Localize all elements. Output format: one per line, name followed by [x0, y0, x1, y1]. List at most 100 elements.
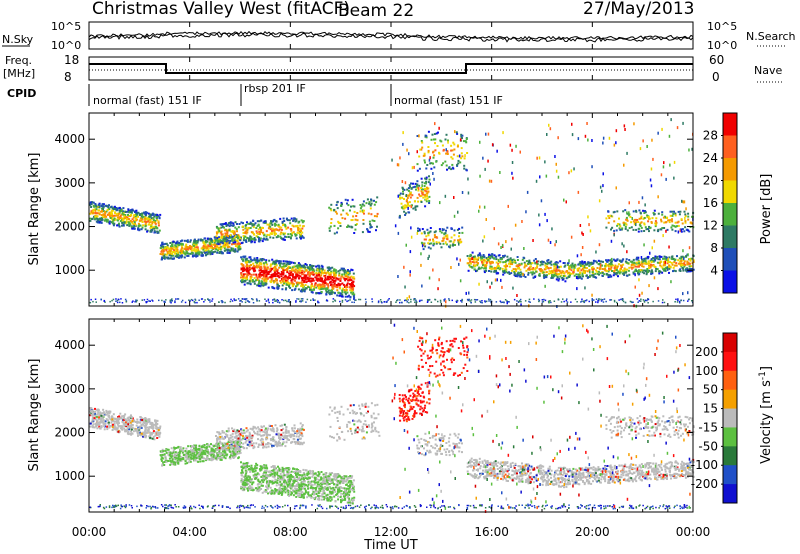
heatmap-cell	[230, 298, 232, 301]
heatmap-cell	[194, 299, 197, 301]
heatmap-cell	[641, 258, 643, 261]
heatmap-cell	[226, 229, 229, 232]
heatmap-cell	[424, 195, 427, 198]
heatmap-cell	[639, 222, 642, 225]
heatmap-cell	[297, 229, 300, 232]
heatmap-cell	[263, 271, 266, 274]
heatmap-cell	[410, 182, 412, 185]
heatmap-cell	[277, 299, 279, 302]
heatmap-cell	[89, 425, 92, 428]
heatmap-cell	[254, 259, 257, 262]
heatmap-cell	[404, 299, 406, 302]
heatmap-cell	[683, 260, 686, 263]
heatmap-cell	[257, 283, 260, 285]
heatmap-cell	[438, 151, 440, 154]
heatmap-cell	[432, 240, 435, 243]
heatmap-cell	[223, 235, 226, 238]
heatmap-cell	[310, 299, 312, 301]
heatmap-cell	[144, 216, 147, 219]
heatmap-cell	[150, 229, 153, 232]
heatmap-cell	[541, 299, 544, 301]
heatmap-cell	[222, 245, 224, 248]
heatmap-cell	[677, 224, 680, 227]
heatmap-cell	[124, 413, 127, 416]
heatmap-cell	[370, 198, 373, 201]
heatmap-cell	[416, 150, 418, 154]
heatmap-cell	[104, 215, 107, 218]
heatmap-cell	[454, 130, 456, 134]
heatmap-cell	[272, 266, 275, 269]
heatmap-cell	[562, 277, 565, 280]
heatmap-cell	[99, 411, 102, 414]
heatmap-cell	[299, 224, 302, 227]
heatmap-cell	[269, 232, 272, 235]
heatmap-cell	[282, 238, 285, 241]
heatmap-cell	[211, 298, 214, 300]
heatmap-cell	[223, 249, 226, 252]
heatmap-cell	[89, 201, 92, 204]
heatmap-cell	[573, 167, 575, 171]
heatmap-cell	[609, 214, 612, 217]
heatmap-cell	[643, 217, 646, 219]
heatmap-cell	[331, 286, 334, 289]
heatmap-cell	[211, 252, 214, 255]
heatmap-cell	[174, 301, 176, 304]
heatmap-cell	[406, 297, 408, 301]
heatmap-cell	[120, 298, 122, 300]
heatmap-cell	[356, 212, 359, 214]
heatmap-cell	[638, 265, 641, 268]
heatmap-cell	[679, 270, 682, 272]
heatmap-cell	[652, 257, 655, 259]
heatmap-cell	[488, 298, 490, 300]
heatmap-cell	[446, 150, 449, 153]
heatmap-cell	[544, 212, 546, 216]
heatmap-cell	[599, 185, 602, 189]
heatmap-cell	[91, 411, 94, 413]
heatmap-cell	[98, 414, 101, 417]
heatmap-cell	[429, 247, 432, 250]
heatmap-cell	[302, 289, 305, 292]
heatmap-cell	[338, 294, 341, 297]
heatmap-cell	[124, 217, 127, 220]
heatmap-cell	[302, 298, 304, 300]
heatmap-cell	[225, 233, 228, 236]
heatmap-cell	[632, 210, 635, 213]
heatmap-cell	[256, 277, 259, 280]
heatmap-cell	[616, 258, 619, 261]
heatmap-cell	[418, 184, 421, 187]
heatmap-cell	[648, 267, 650, 269]
heatmap-cell	[325, 287, 328, 290]
heatmap-cell	[176, 240, 179, 243]
heatmap-cell	[428, 276, 431, 280]
heatmap-cell	[89, 301, 92, 304]
heatmap-cell	[270, 233, 273, 235]
heatmap-cell	[528, 267, 530, 270]
heatmap-cell	[531, 273, 534, 276]
heatmap-cell	[123, 222, 126, 225]
heatmap-cell	[688, 298, 690, 300]
heatmap-cell	[628, 227, 631, 229]
heatmap-cell	[206, 237, 209, 240]
heatmap-cell	[537, 298, 540, 301]
heatmap-cell	[266, 272, 269, 275]
heatmap-cell	[459, 161, 462, 164]
heatmap-cell	[121, 302, 124, 304]
heatmap-cell	[220, 223, 223, 226]
heatmap-cell	[204, 243, 207, 246]
heatmap-cell	[609, 268, 612, 270]
heatmap-cell	[133, 227, 136, 230]
heatmap-cell	[118, 209, 121, 212]
heatmap-cell	[259, 285, 262, 288]
heatmap-cell	[203, 301, 205, 303]
heatmap-cell	[512, 258, 515, 261]
heatmap-cell	[546, 133, 548, 136]
heatmap-cell	[258, 262, 261, 265]
heatmap-cell	[443, 299, 445, 301]
heatmap-cell	[89, 212, 92, 215]
heatmap-cell	[524, 264, 527, 267]
heatmap-cell	[301, 227, 304, 230]
heatmap-cell	[300, 277, 303, 279]
heatmap-cell	[685, 207, 687, 211]
heatmap-cell	[152, 435, 155, 438]
heatmap-cell	[406, 197, 409, 199]
